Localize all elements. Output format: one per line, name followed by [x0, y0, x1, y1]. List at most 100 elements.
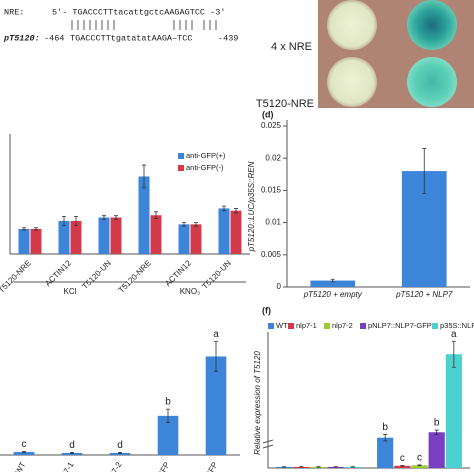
bar: [377, 437, 394, 468]
bar: [310, 280, 356, 287]
colony: [327, 0, 377, 50]
legend-label: WT: [276, 321, 288, 330]
error-bar: [422, 148, 427, 195]
bar: [445, 354, 462, 468]
colony: [407, 57, 457, 107]
error-bar: [62, 215, 66, 226]
group-label: KCl: [64, 287, 77, 296]
error-bar: [74, 215, 78, 226]
x-tick-label: 7-1: [62, 460, 76, 472]
y-tick-label: 0: [277, 282, 282, 291]
y-tick-label: 0.005: [261, 250, 282, 259]
pt5120-end: -439: [218, 33, 238, 43]
x-tick-label: T5120-NRE: [0, 259, 33, 295]
legend-swatch: [268, 323, 274, 329]
bar: [18, 228, 30, 254]
error-bar: [102, 215, 106, 220]
legend-label: pNLP7::NLP7-GFP: [368, 321, 432, 330]
error-bar: [34, 227, 38, 231]
error-bar: [451, 340, 456, 368]
legend-swatch: [178, 165, 184, 171]
bar: [30, 228, 42, 254]
y-tick-label: 0.01: [265, 218, 281, 227]
significance-letter: b: [382, 422, 388, 433]
panel-label: (f): [262, 305, 271, 315]
error-bar: [330, 278, 335, 283]
x-tick-label: pT5120 + empty: [303, 290, 363, 299]
bar: [178, 224, 190, 254]
y-tick-label: 0.015: [261, 186, 282, 195]
legend-label: p35S::NLP7-GFP: [440, 321, 474, 330]
x-tick-label: ACTIN12: [163, 258, 193, 288]
x-tick-label: 7-2: [110, 460, 124, 472]
significance-letter: d: [69, 440, 75, 451]
x-tick-label: T5120-UN: [80, 258, 113, 291]
colony-label: 4 x NRE: [271, 41, 312, 53]
bar: [157, 415, 179, 455]
significance-letter: b: [434, 418, 440, 429]
bar: [98, 217, 110, 254]
error-bar: [22, 450, 26, 454]
legend-swatch: [178, 153, 184, 159]
error-bar: [154, 211, 158, 220]
significance-letter: c: [417, 452, 422, 463]
bar: [428, 432, 445, 468]
significance-letter: a: [451, 329, 457, 340]
error-bar: [70, 452, 74, 454]
error-bar: [118, 452, 122, 454]
error-bar: [234, 208, 238, 214]
bar: [190, 224, 202, 254]
legend-label: nlp7-2: [332, 321, 353, 330]
bar: [58, 220, 70, 254]
bar: [61, 452, 83, 455]
error-bar: [166, 408, 170, 423]
bar: [218, 208, 230, 254]
panel-label: (d): [262, 109, 274, 119]
significance-letter: b: [165, 397, 171, 408]
legend-label: anti-GFP(+): [186, 151, 226, 160]
nre-label: NRE:: [4, 7, 24, 17]
x-tick-label: WT: [14, 460, 28, 472]
x-tick-label: ACTIN12: [43, 258, 73, 288]
bar: [230, 210, 242, 254]
significance-letter: d: [117, 440, 123, 451]
bar: [70, 220, 82, 254]
x-tick-label: pT5120 + NLP7: [395, 290, 453, 299]
legend-label: anti-GFP(-): [186, 163, 224, 172]
bar: [13, 452, 35, 455]
colony: [327, 57, 377, 107]
bar: [138, 176, 150, 254]
error-bar: [400, 465, 405, 467]
legend-swatch: [324, 323, 330, 329]
x-tick-label: GFP: [204, 461, 220, 472]
axis-break: [262, 439, 274, 449]
legend-swatch: [288, 323, 294, 329]
bar: [411, 465, 428, 468]
pt5120-label: pT5120:: [3, 33, 40, 43]
error-bar: [142, 164, 146, 189]
pt5120-start: -464: [44, 33, 64, 43]
y-axis-label: Relative expression of T5120: [253, 351, 262, 455]
group-label: KNO₃: [180, 287, 201, 296]
bar: [110, 217, 122, 254]
legend-swatch: [432, 323, 438, 329]
significance-letter: c: [22, 439, 27, 450]
error-bar: [214, 341, 218, 372]
significance-letter: c: [400, 453, 405, 464]
error-bar: [222, 205, 226, 212]
error-bar: [194, 222, 198, 227]
error-bar: [383, 434, 388, 442]
error-bar: [22, 227, 26, 231]
y-axis-label: pT5120::LUC/p35S::REN: [247, 161, 256, 252]
match-bars: [71, 20, 217, 30]
x-tick-label: GFP: [156, 461, 172, 472]
colony-label: T5120-NRE: [256, 98, 314, 110]
nre-seq: 5'- TGACCCTTtacattgctcAAGAGTCC -3': [52, 7, 225, 17]
y-tick-label: 0.025: [261, 121, 282, 130]
legend-label: nlp7-1: [296, 321, 317, 330]
error-bar: [114, 215, 118, 220]
x-tick-label: T5120-NRE: [117, 259, 153, 295]
significance-letter: a: [213, 329, 219, 340]
y-tick-label: 0.02: [265, 153, 281, 162]
bar: [205, 356, 227, 455]
